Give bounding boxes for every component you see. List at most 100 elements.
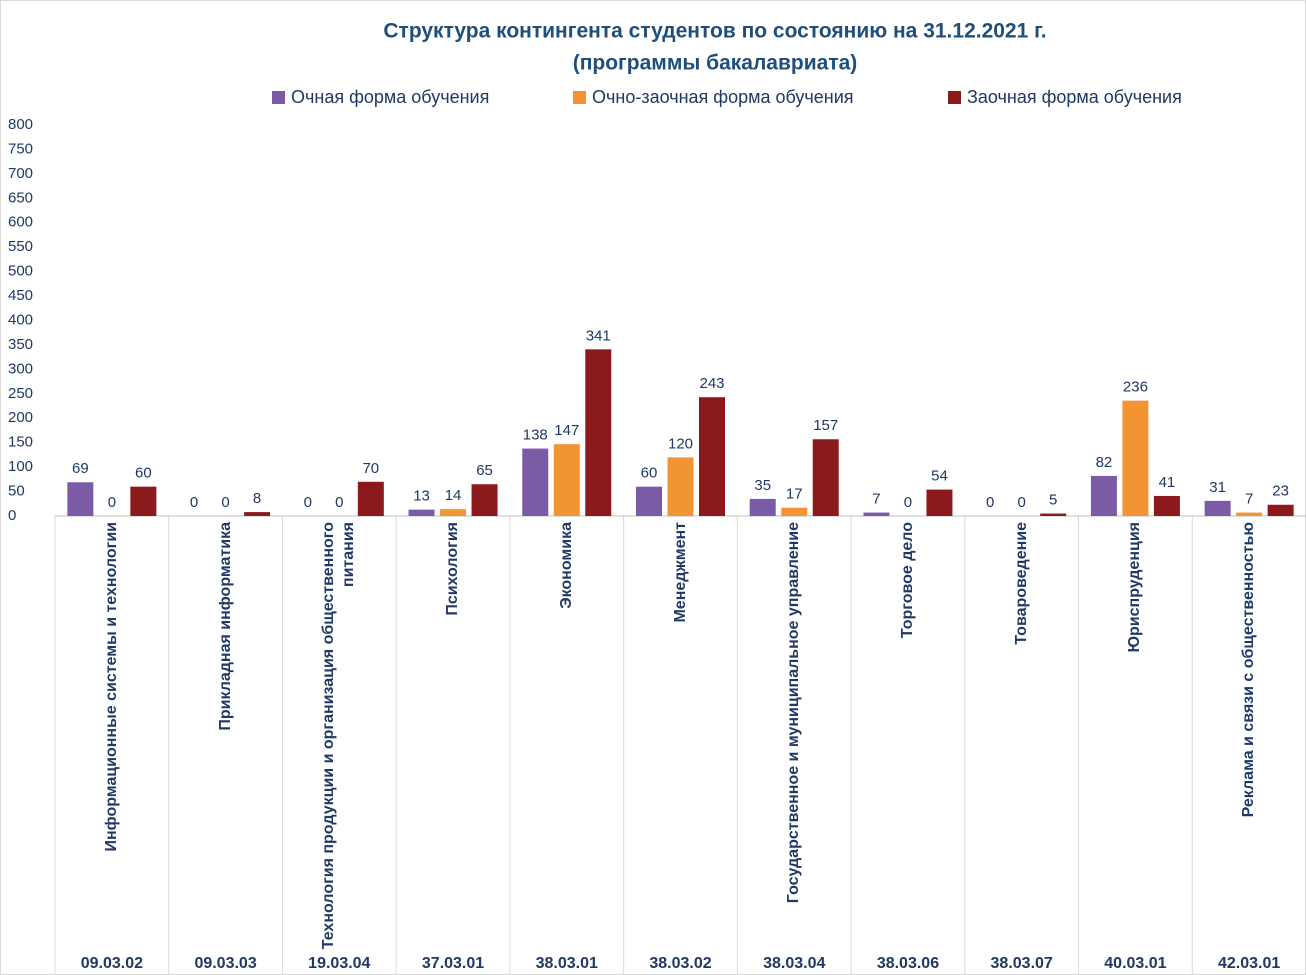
category-label: Юриспруденция	[1126, 522, 1144, 653]
chart-subtitle: (программы бакалавриата)	[573, 52, 858, 75]
bar	[1122, 400, 1149, 516]
category-label: Прикладная информатика	[216, 522, 234, 731]
category-label: Товароведение	[1012, 522, 1030, 645]
category-code: 42.03.01	[1218, 955, 1280, 972]
y-tick-label: 650	[8, 189, 33, 206]
value-label: 41	[1159, 474, 1176, 491]
bar	[67, 482, 94, 516]
bar	[1090, 475, 1117, 516]
bar	[863, 512, 890, 516]
value-label: 0	[904, 494, 912, 511]
value-label: 35	[754, 477, 771, 494]
bar	[471, 484, 498, 516]
legend-label: Заочная форма обучения	[967, 87, 1182, 107]
value-label: 65	[476, 462, 493, 479]
y-tick-label: 0	[8, 507, 16, 524]
bar	[926, 489, 953, 516]
bar	[1153, 495, 1180, 516]
y-tick-label: 500	[8, 263, 33, 280]
y-tick-label: 700	[8, 165, 33, 182]
value-label: 147	[554, 422, 579, 439]
y-tick-label: 200	[8, 409, 33, 426]
value-label: 5	[1049, 492, 1057, 509]
value-label: 7	[872, 491, 880, 508]
y-tick-label: 600	[8, 214, 33, 231]
value-label: 0	[986, 494, 994, 511]
value-label: 69	[72, 460, 89, 477]
bar	[130, 486, 157, 516]
bar	[357, 481, 384, 516]
value-label: 14	[445, 487, 462, 504]
y-tick-label: 550	[8, 238, 33, 255]
category-code: 09.03.02	[81, 955, 143, 972]
value-label: 236	[1123, 379, 1148, 396]
value-label: 138	[523, 427, 548, 444]
category-label: Торговое дело	[898, 522, 916, 639]
category-code: 09.03.03	[194, 955, 256, 972]
category-code: 40.03.01	[1104, 955, 1166, 972]
category-label: Государственное и муниципальное управлен…	[785, 522, 803, 904]
y-tick-label: 750	[8, 140, 33, 157]
bar	[636, 486, 662, 516]
value-label: 0	[1018, 494, 1026, 511]
value-label: 13	[413, 488, 430, 505]
chart-title: Структура контингента студентов по состо…	[383, 20, 1046, 43]
value-label: 0	[304, 494, 312, 511]
legend-swatch	[272, 91, 285, 104]
value-label: 157	[813, 417, 838, 434]
category-code: 38.03.02	[649, 955, 711, 972]
bar	[699, 397, 725, 516]
legend-swatch	[948, 91, 961, 104]
y-tick-label: 350	[8, 336, 33, 353]
value-label: 7	[1245, 491, 1253, 508]
bar	[408, 509, 435, 516]
bar	[749, 498, 776, 516]
value-label: 8	[253, 490, 261, 507]
legend-swatch	[573, 91, 586, 104]
y-tick-label: 50	[8, 483, 25, 500]
category-code: 38.03.06	[877, 955, 939, 972]
bar	[1040, 513, 1067, 516]
bar	[1267, 504, 1294, 516]
bar	[812, 439, 839, 516]
bar	[781, 507, 808, 516]
legend-label: Очно-заочная форма обучения	[592, 87, 854, 107]
bar	[244, 512, 271, 516]
category-code: 37.03.01	[422, 955, 484, 972]
value-label: 82	[1096, 454, 1113, 471]
legend-label: Очная форма обучения	[291, 87, 489, 107]
y-tick-label: 800	[8, 116, 33, 133]
category-label: Реклама и связи с общественностью	[1240, 522, 1258, 818]
value-label: 17	[786, 486, 803, 503]
bar	[585, 349, 612, 516]
value-label: 0	[190, 494, 198, 511]
category-code: 19.03.04	[308, 955, 370, 972]
value-label: 60	[135, 465, 152, 482]
y-tick-label: 450	[8, 287, 33, 304]
category-code: 38.03.01	[536, 955, 598, 972]
y-tick-label: 150	[8, 434, 33, 451]
category-code: 38.03.07	[991, 955, 1053, 972]
value-label: 23	[1272, 483, 1289, 500]
bar	[1204, 500, 1231, 516]
y-tick-label: 100	[8, 458, 33, 475]
y-tick-label: 400	[8, 311, 33, 328]
value-label: 0	[108, 494, 116, 511]
y-tick-label: 250	[8, 385, 33, 402]
category-label: Экономика	[557, 522, 575, 609]
value-label: 243	[699, 375, 724, 392]
bar	[522, 448, 549, 516]
category-label: Психология	[444, 522, 462, 616]
category-code: 38.03.04	[763, 955, 825, 972]
value-label: 0	[221, 494, 229, 511]
category-label: Информационные системы и технологии	[102, 522, 120, 852]
category-label: Менеджмент	[671, 522, 689, 623]
value-label: 54	[931, 468, 948, 485]
value-label: 0	[335, 494, 343, 511]
y-tick-label: 300	[8, 360, 33, 377]
value-label: 120	[668, 435, 693, 452]
value-label: 31	[1209, 479, 1226, 496]
value-label: 60	[641, 465, 658, 482]
